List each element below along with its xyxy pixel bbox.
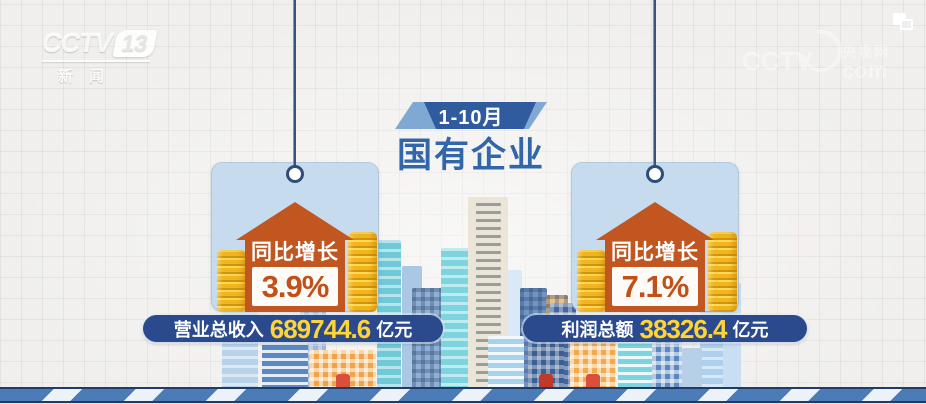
metric-value: 689744.6: [269, 313, 371, 344]
base-band-stripes: [0, 389, 926, 401]
growth-value-box: 7.1%: [612, 267, 698, 306]
growth-value: 7.1%: [621, 269, 690, 304]
growth-arrow-house-icon: 同比增长 7.1%: [605, 239, 705, 312]
building: [682, 348, 702, 388]
base-band-top-edge: [0, 387, 926, 389]
cctv13-channel-name: 新闻: [58, 68, 121, 85]
cctv13-logo: CCTV 13 新闻: [42, 28, 157, 86]
building-door: [586, 374, 600, 388]
tag-grommet-left: [286, 165, 304, 183]
coin-stack-icon: [348, 232, 377, 312]
building: [528, 338, 564, 388]
metric-pill-revenue: 营业总收入 689744.6 亿元: [143, 315, 443, 342]
growth-label: 同比增长: [611, 241, 699, 264]
building: [377, 240, 401, 388]
cctv-com-brand: CCTV: [742, 46, 813, 76]
building: [618, 340, 654, 388]
coin-stack-icon: [577, 250, 606, 312]
picture-in-picture-icon: [893, 13, 914, 31]
coin-stack-icon: [708, 232, 737, 312]
cctv13-channel-number: 13: [112, 30, 157, 57]
metric-label: 利润总额: [561, 319, 634, 340]
metric-unit: 亿元: [732, 319, 769, 340]
building: [310, 350, 376, 388]
cctv-com-site-name: 央视网: [842, 44, 890, 60]
hanging-string-left: [293, 0, 296, 170]
cctv-com-watermark: CCTV 央视网 com: [742, 21, 902, 90]
cctv13-brand: CCTV: [42, 28, 112, 58]
building: [441, 248, 472, 388]
building-door: [539, 374, 553, 388]
hanging-string-right: [653, 0, 656, 170]
tag-grommet-right: [646, 165, 664, 183]
building: [488, 336, 524, 388]
metric-value: 38326.4: [639, 313, 728, 344]
growth-value: 3.9%: [261, 269, 330, 304]
growth-arrow-house-icon: 同比增长 3.9%: [245, 239, 345, 312]
growth-arrow-roof-icon: [596, 202, 714, 240]
coin-stack-icon: [217, 250, 246, 312]
metric-label: 营业总收入: [173, 319, 264, 340]
cctv13-underline: [42, 60, 150, 62]
growth-value-box: 3.9%: [252, 267, 338, 306]
period-ribbon: 1-10月: [395, 102, 547, 129]
building-door: [336, 374, 350, 388]
period-label: 1-10月: [438, 107, 504, 129]
page-title: 国有企业: [396, 136, 545, 175]
building: [262, 342, 308, 388]
base-band-bottom-edge: [0, 401, 926, 403]
growth-arrow-roof-icon: [236, 202, 354, 240]
cctv-com-suffix: com: [842, 58, 888, 83]
growth-label: 同比增长: [251, 241, 339, 264]
metric-pill-profit: 利润总额 38326.4 亿元: [523, 315, 807, 342]
metric-unit: 亿元: [376, 319, 413, 340]
